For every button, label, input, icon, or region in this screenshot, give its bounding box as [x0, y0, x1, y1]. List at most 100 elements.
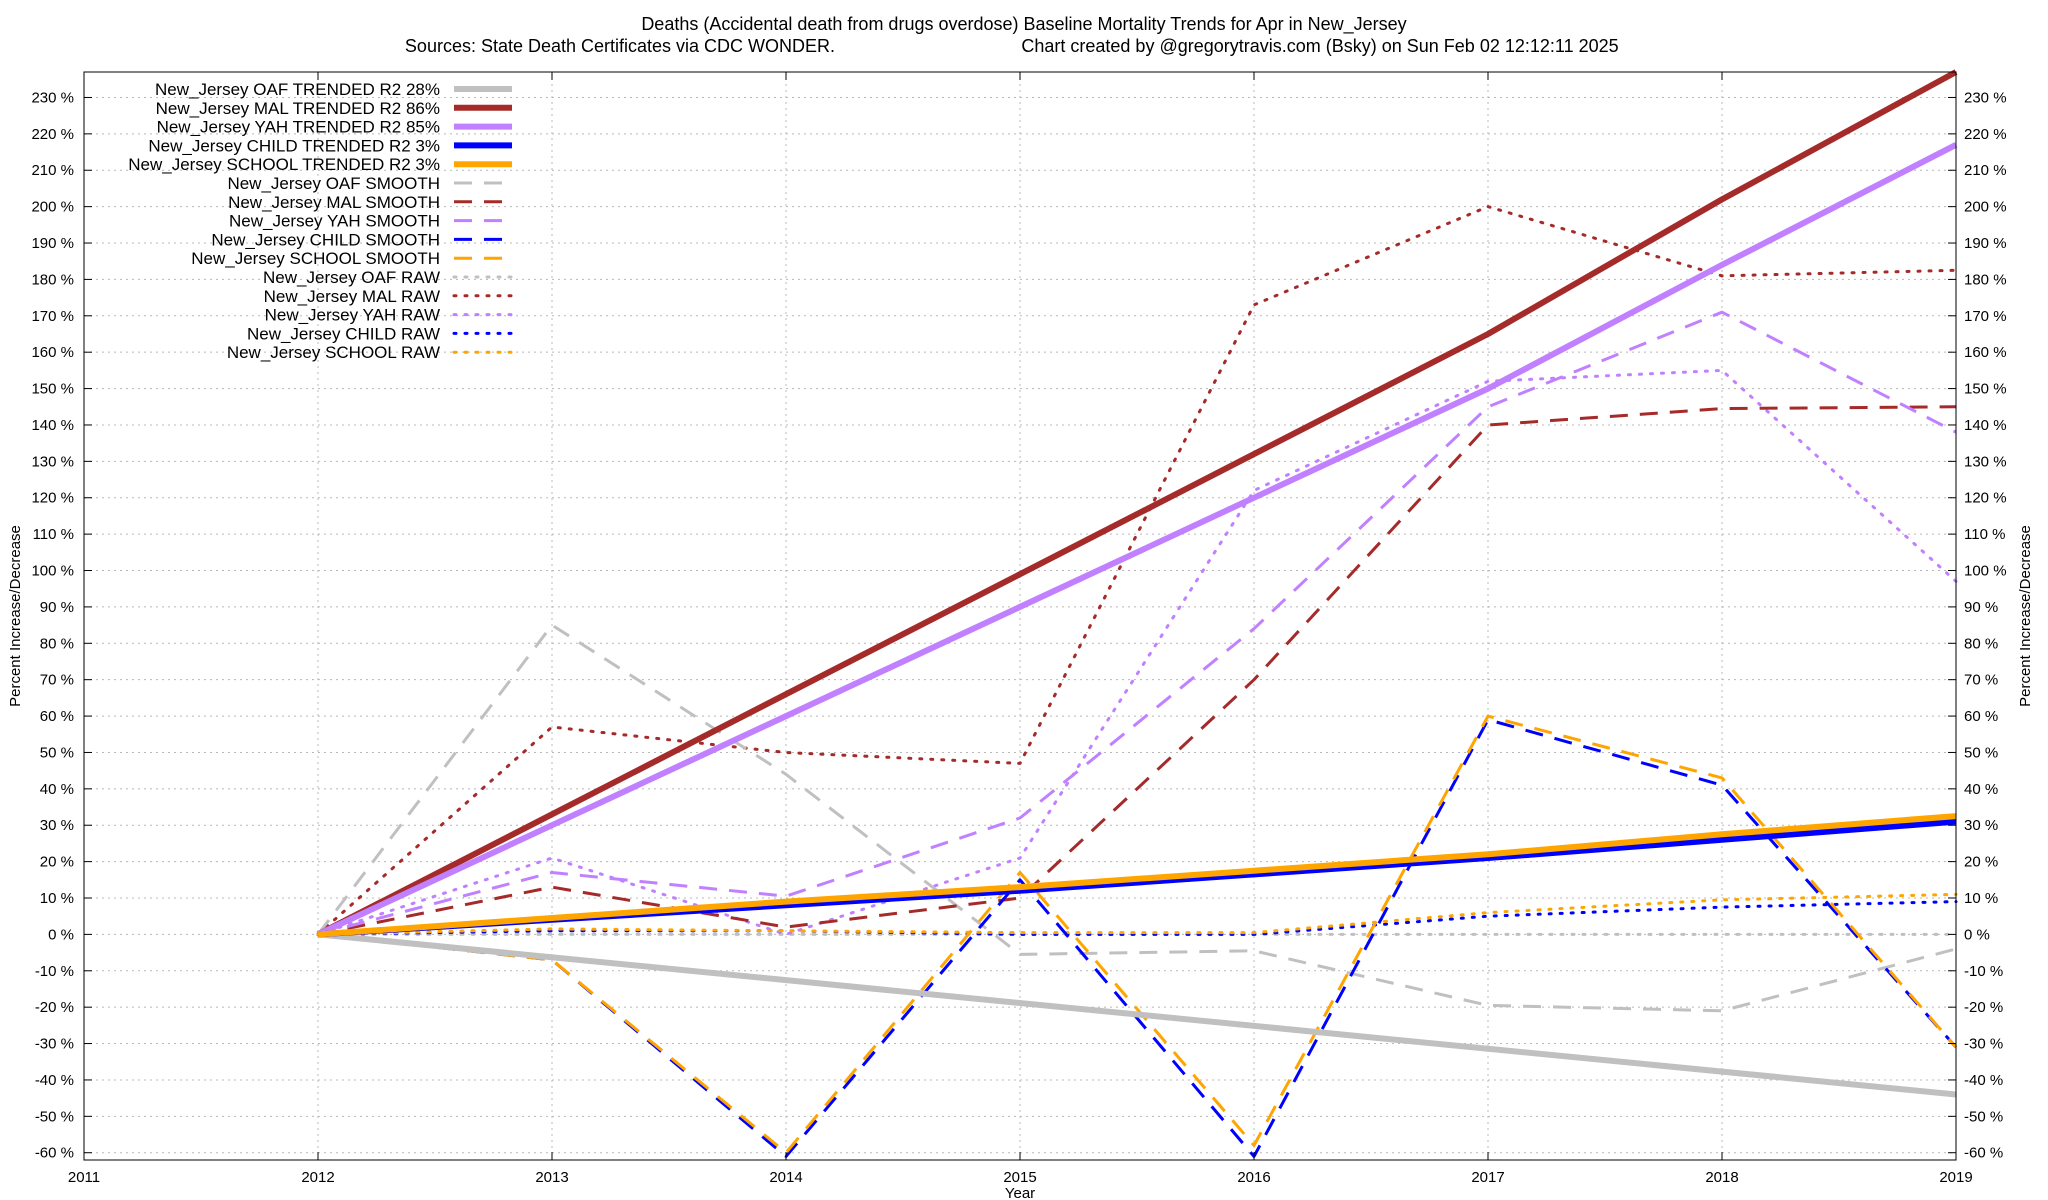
series-line — [317, 718, 1958, 1158]
legend-label: New_Jersey CHILD TRENDED R2 3% — [148, 136, 440, 155]
y-tick-label-left: 20 % — [40, 854, 74, 871]
x-tick-label: 2017 — [1471, 1169, 1504, 1186]
y-tick-label-right: 10 % — [1964, 890, 1998, 907]
y-tick-label-right: -40 % — [1964, 1072, 2003, 1089]
series-line — [316, 900, 1958, 936]
series-line — [316, 368, 1958, 936]
y-tick-label-right: 70 % — [1964, 672, 1998, 689]
y-tick-label-right: 210 % — [1964, 162, 2007, 179]
chart-title: Deaths (Accidental death from drugs over… — [641, 14, 1406, 35]
y-tick-label-right: 200 % — [1964, 199, 2007, 216]
y-tick-label-left: -60 % — [35, 1145, 74, 1162]
y-tick-label-left: 170 % — [31, 308, 74, 325]
y-tick-label-left: 120 % — [31, 490, 74, 507]
y-tick-label-right: -50 % — [1964, 1108, 2003, 1125]
y-tick-label-right: 190 % — [1964, 235, 2007, 252]
y-tick-label-right: 90 % — [1964, 599, 1998, 616]
y-tick-label-right: -20 % — [1964, 999, 2003, 1016]
legend-label: New_Jersey SCHOOL TRENDED R2 3% — [128, 155, 440, 174]
chart-credit: Chart created by @gregorytravis.com (Bsk… — [1021, 36, 1618, 56]
legend-label: New_Jersey SCHOOL SMOOTH — [191, 249, 440, 268]
y-tick-label-right: 40 % — [1964, 781, 1998, 798]
y-tick-label-right: 20 % — [1964, 854, 1998, 871]
legend-label: New_Jersey CHILD SMOOTH — [211, 230, 440, 249]
x-tick-label: 2011 — [68, 1169, 100, 1186]
y-tick-label-left: 130 % — [31, 453, 74, 470]
y-axis-label-right: Percent Increase/Decrease — [2017, 525, 2034, 707]
y-tick-label-right: 170 % — [1964, 308, 2007, 325]
series-line — [316, 623, 1957, 1013]
legend: New_Jersey OAF TRENDED R2 28%New_Jersey … — [128, 80, 514, 362]
x-axis-label: Year — [1005, 1185, 1035, 1200]
x-tick-label: 2012 — [301, 1169, 334, 1186]
y-tick-label-left: 80 % — [40, 635, 74, 652]
y-tick-label-left: 70 % — [40, 672, 74, 689]
y-tick-label-right: 220 % — [1964, 126, 2007, 143]
y-tick-label-left: 50 % — [40, 744, 74, 761]
y-axis-label-left: Percent Increase/Decrease — [7, 525, 24, 707]
gridlines — [83, 72, 1957, 1160]
y-tick-label-left: -20 % — [35, 999, 74, 1016]
x-tick-label: 2013 — [535, 1169, 568, 1186]
legend-label: New_Jersey MAL RAW — [264, 287, 440, 306]
axis-ticks: -60 % -60 % -50 % -50 % -40 % -40 % -30 % -30 %… — [31, 72, 2007, 1186]
y-tick-label-left: 190 % — [31, 235, 74, 252]
x-tick-label: 2014 — [769, 1169, 802, 1186]
y-tick-label-right: -60 % — [1964, 1145, 2003, 1162]
series-line — [317, 931, 1957, 1098]
y-tick-label-left: 150 % — [31, 381, 74, 398]
x-tick-label: 2018 — [1705, 1169, 1738, 1186]
legend-label: New_Jersey YAH RAW — [265, 306, 440, 325]
y-tick-label-right: 150 % — [1964, 381, 2007, 398]
legend-label: New_Jersey SCHOOL RAW — [227, 343, 440, 362]
y-tick-label-right: 180 % — [1964, 271, 2007, 288]
series-line — [317, 813, 1957, 938]
y-tick-label-right: -30 % — [1964, 1036, 2003, 1053]
series-line — [316, 69, 1958, 938]
x-tick-label: 2019 — [1939, 1169, 1972, 1186]
x-tick-label: 2015 — [1003, 1169, 1036, 1186]
y-tick-label-right: 120 % — [1964, 490, 2007, 507]
y-tick-label-right: 160 % — [1964, 344, 2007, 361]
y-tick-label-left: 140 % — [31, 417, 74, 434]
y-tick-label-left: 10 % — [40, 890, 74, 907]
y-tick-label-left: -40 % — [35, 1072, 74, 1089]
y-tick-label-left: 230 % — [31, 89, 74, 106]
series-line — [317, 310, 1957, 936]
y-tick-label-left: 220 % — [31, 126, 74, 143]
y-tick-label-left: 160 % — [31, 344, 74, 361]
y-tick-label-left: 0 % — [48, 926, 74, 943]
y-tick-label-right: 140 % — [1964, 417, 2007, 434]
y-tick-label-right: 60 % — [1964, 708, 1998, 725]
y-tick-label-left: -50 % — [35, 1108, 74, 1125]
y-tick-label-right: -10 % — [1964, 963, 2003, 980]
legend-label: New_Jersey MAL TRENDED R2 86% — [156, 99, 440, 118]
y-tick-label-left: 200 % — [31, 199, 74, 216]
y-tick-label-right: 80 % — [1964, 635, 1998, 652]
y-tick-label-right: 110 % — [1964, 526, 2005, 543]
legend-label: New_Jersey YAH SMOOTH — [229, 212, 440, 231]
legend-label: New_Jersey OAF RAW — [263, 268, 440, 287]
y-tick-label-left: 60 % — [40, 708, 74, 725]
y-tick-label-left: 90 % — [40, 599, 74, 616]
y-tick-label-left: 110 % — [33, 526, 74, 543]
y-tick-label-right: 0 % — [1964, 926, 1990, 943]
series-line — [316, 892, 1958, 936]
y-tick-label-left: 100 % — [31, 563, 74, 580]
chart-sources: Sources: State Death Certificates via CD… — [405, 36, 835, 56]
y-tick-label-left: 180 % — [31, 271, 74, 288]
y-tick-label-left: 40 % — [40, 781, 74, 798]
series-line — [317, 714, 1958, 1155]
y-tick-label-left: 210 % — [31, 162, 74, 179]
y-tick-label-left: -10 % — [35, 963, 74, 980]
y-tick-label-right: 30 % — [1964, 817, 1998, 834]
legend-label: New_Jersey YAH TRENDED R2 85% — [157, 118, 440, 137]
legend-label: New_Jersey OAF SMOOTH — [227, 174, 440, 193]
y-tick-label-left: -30 % — [35, 1036, 74, 1053]
y-tick-label-right: 130 % — [1964, 453, 2007, 470]
legend-label: New_Jersey CHILD RAW — [247, 324, 440, 343]
y-tick-label-right: 100 % — [1964, 563, 2007, 580]
y-tick-label-right: 50 % — [1964, 744, 1998, 761]
y-tick-label-right: 230 % — [1964, 89, 2007, 106]
